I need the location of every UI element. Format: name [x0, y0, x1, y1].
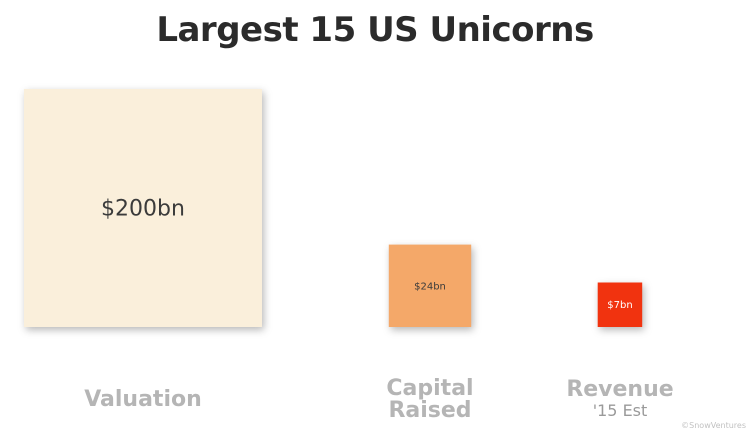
category-label-capital-raised: Capital Raised [360, 378, 500, 422]
category-label-revenue: Revenue '15 Est [545, 379, 695, 419]
bar-valuation [24, 89, 262, 327]
source-credit: ©SnowVentures [681, 421, 746, 430]
category-label-valuation-text: Valuation [84, 387, 202, 412]
chart-title: Largest 15 US Unicorns [156, 10, 594, 50]
value-label-revenue: $7bn [607, 300, 632, 311]
bar-capital-raised [388, 244, 472, 327]
value-label-capital-raised: $24bn [414, 281, 446, 292]
bar-revenue [597, 282, 643, 327]
value-label-valuation: $200bn [101, 197, 185, 222]
category-label-valuation: Valuation [43, 389, 243, 411]
category-label-capital-raised-text: Capital Raised [386, 376, 474, 423]
category-sublabel-revenue: '15 Est [592, 401, 648, 420]
category-label-revenue-text: Revenue [566, 377, 674, 402]
